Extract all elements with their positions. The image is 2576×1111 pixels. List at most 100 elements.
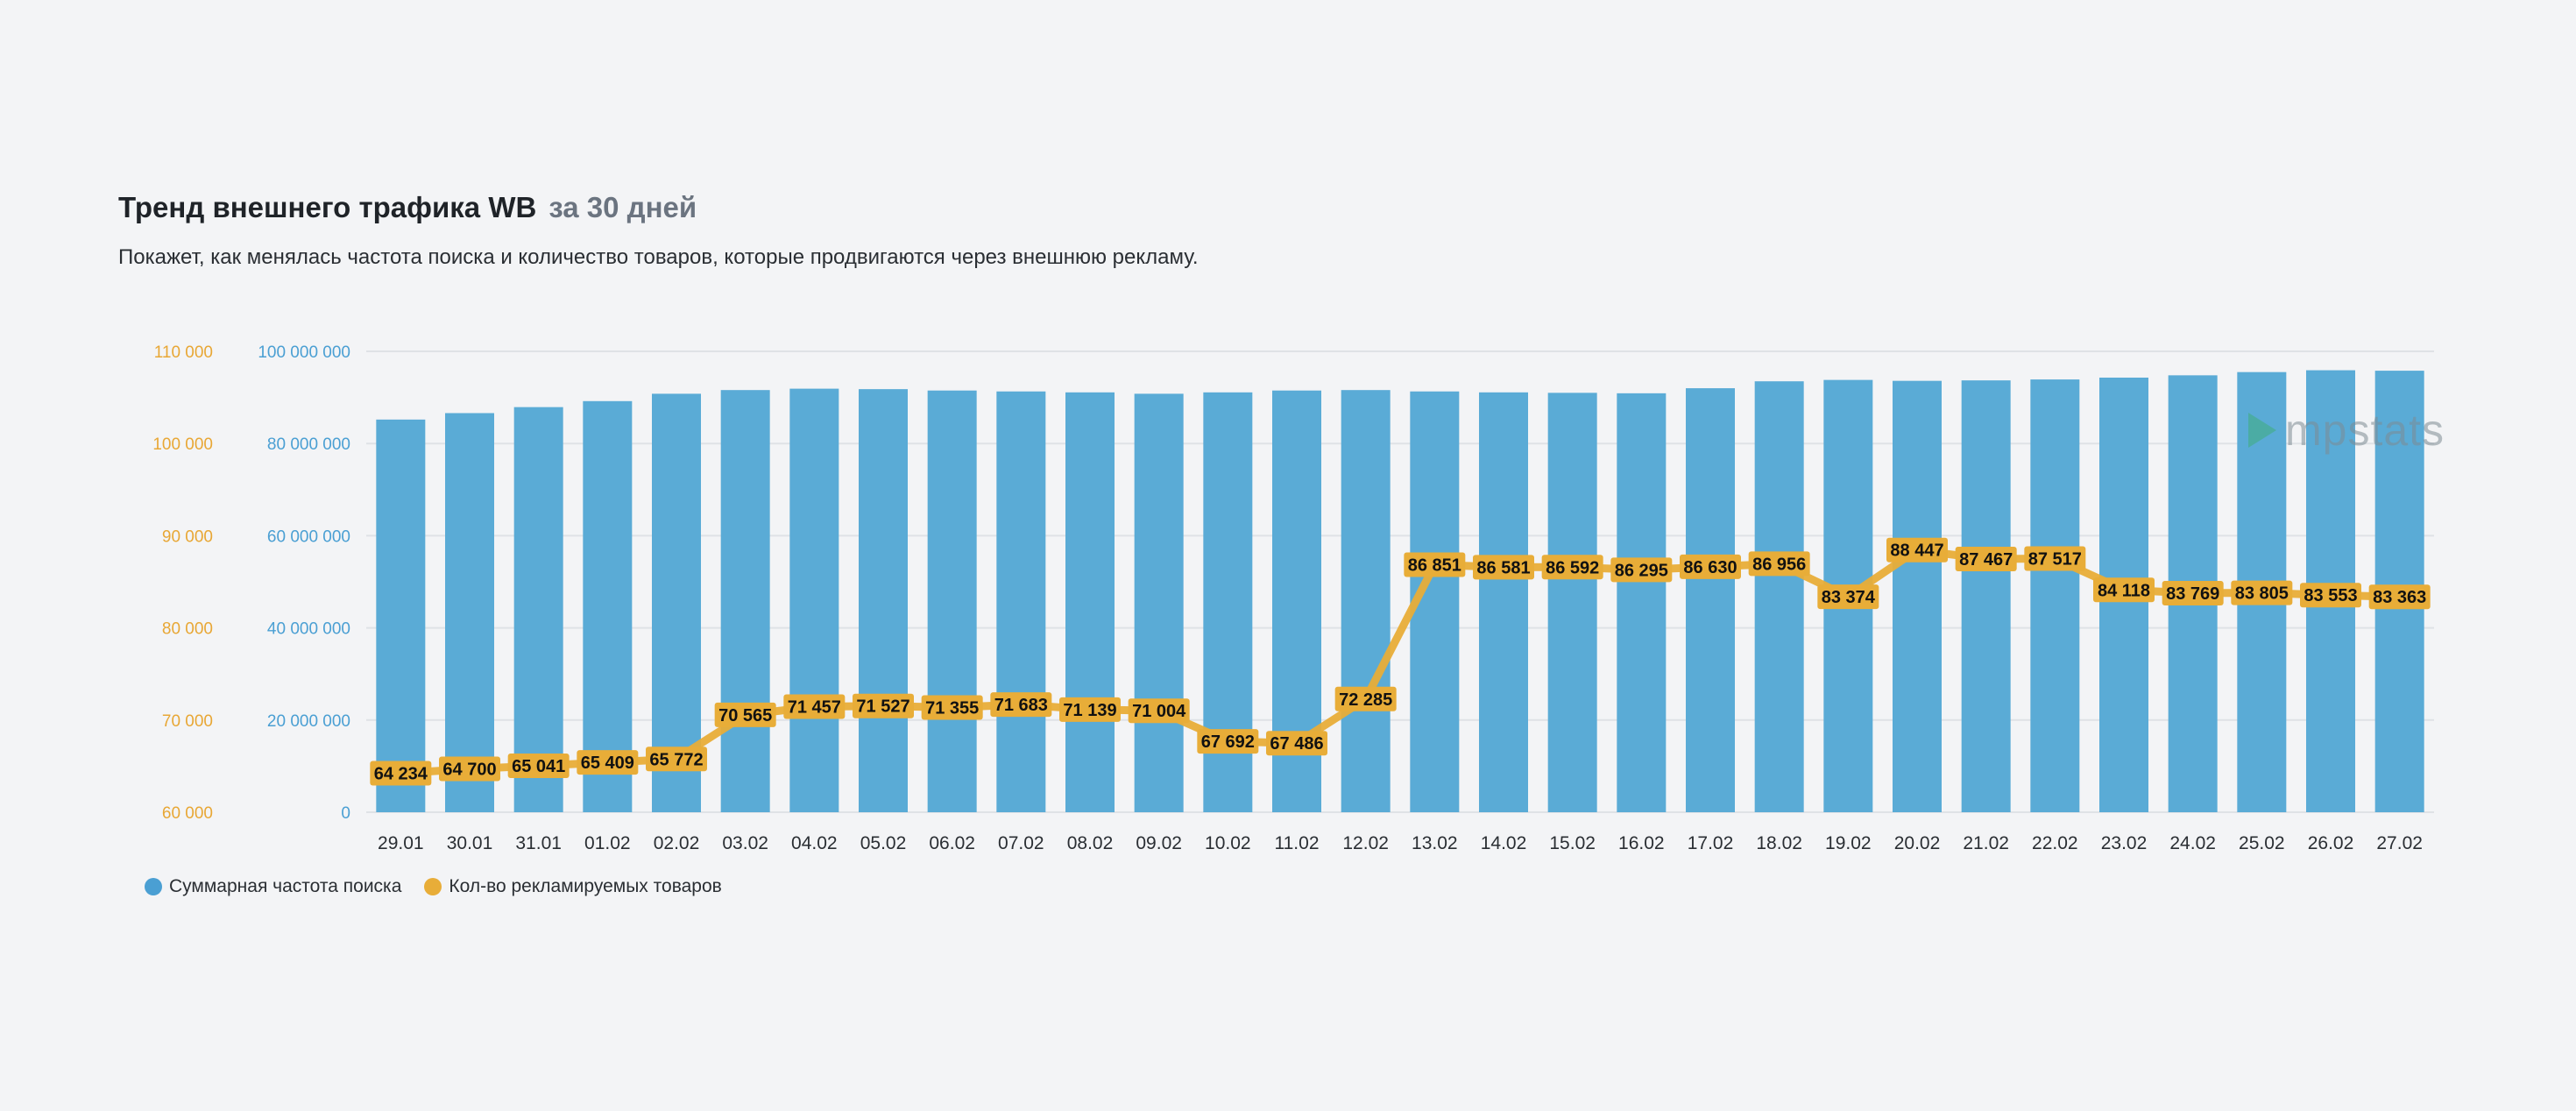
watermark-text: mpstats	[2285, 406, 2445, 455]
data-label-bg	[2368, 584, 2431, 610]
data-label: 86 956	[1752, 555, 1806, 574]
data-label: 67 692	[1201, 732, 1255, 752]
x-tick-label: 11.02	[1275, 833, 1320, 853]
data-label: 83 553	[2304, 586, 2357, 605]
bar	[927, 390, 977, 812]
x-tick-label: 07.02	[998, 833, 1044, 853]
x-tick-label: 14.02	[1481, 833, 1527, 853]
data-label: 87 467	[1959, 550, 2013, 570]
bar	[720, 390, 770, 812]
x-tick-label: 03.02	[722, 833, 768, 853]
x-tick-label: 09.02	[1136, 833, 1182, 853]
bar	[1686, 388, 1735, 812]
bar	[652, 393, 701, 812]
data-label-bg	[1334, 686, 1397, 711]
bar	[1961, 380, 2011, 812]
x-tick-label: 24.02	[2169, 833, 2216, 853]
data-label: 86 592	[1546, 558, 1599, 577]
bar	[2030, 379, 2080, 812]
legend-label: Кол-во рекламируемых товаров	[449, 876, 722, 896]
chart-legend: Суммарная частота поиска Кол-во рекламир…	[145, 876, 722, 897]
chart-header: Тренд внешнего трафика WB за 30 дней	[118, 191, 697, 224]
x-tick-label: 30.01	[447, 833, 493, 853]
data-label: 71 527	[856, 697, 909, 717]
period-label[interactable]: за 30 дней	[548, 191, 697, 223]
bar	[1547, 393, 1597, 812]
legend-dot-blue	[145, 878, 162, 895]
data-label: 65 772	[649, 750, 703, 769]
left-axis-tick-label: 70 000	[162, 712, 213, 731]
legend-item-search-frequency[interactable]: Суммарная частота поиска	[145, 876, 401, 897]
title-row: Тренд внешнего трафика WB за 30 дней	[118, 191, 697, 224]
data-label: 71 683	[994, 696, 1048, 715]
chart-subtitle: Покажет, как менялась частота поиска и к…	[118, 245, 1199, 269]
bar	[996, 391, 1046, 812]
data-label-bg	[2024, 546, 2086, 571]
x-tick-label: 31.01	[515, 833, 562, 853]
x-tick-label: 25.02	[2239, 833, 2285, 853]
bar	[1754, 381, 1804, 812]
data-label: 71 004	[1132, 702, 1186, 721]
bar	[583, 400, 633, 812]
data-label: 64 234	[374, 764, 428, 783]
x-tick-label: 04.02	[791, 833, 838, 853]
x-tick-label: 21.02	[1963, 833, 2009, 853]
bar	[1134, 393, 1184, 812]
data-label-bg	[646, 747, 707, 772]
x-tick-label: 06.02	[929, 833, 975, 853]
chart-title: Тренд внешнего трафика WB	[118, 191, 537, 223]
x-tick-label: 23.02	[2101, 833, 2148, 853]
data-label-bg	[2093, 577, 2155, 603]
data-label: 70 565	[718, 706, 772, 725]
data-label-bg	[439, 756, 500, 782]
data-label-bg	[370, 761, 432, 786]
data-label: 83 374	[1822, 588, 1876, 607]
right-axis-tick-label: 100 000 000	[258, 343, 350, 362]
x-tick-label: 08.02	[1067, 833, 1114, 853]
data-label-bg	[1680, 554, 1741, 579]
bar	[445, 413, 494, 812]
right-axis-tick-label: 0	[341, 804, 350, 823]
x-tick-label: 01.02	[584, 833, 631, 853]
x-tick-label: 17.02	[1688, 833, 1734, 853]
data-label-bg	[1473, 555, 1534, 580]
data-label: 88 447	[1890, 541, 1943, 561]
legend-item-advertised-products[interactable]: Кол-во рекламируемых товаров	[424, 876, 722, 897]
data-label: 64 700	[442, 761, 496, 780]
data-label: 84 118	[2098, 581, 2150, 600]
data-label: 65 041	[512, 757, 565, 776]
x-tick-label: 26.02	[2308, 833, 2354, 853]
x-tick-label: 19.02	[1825, 833, 1872, 853]
bar	[1341, 390, 1391, 812]
x-tick-label: 22.02	[2032, 833, 2078, 853]
bar	[859, 389, 908, 812]
data-label: 86 630	[1683, 558, 1737, 577]
data-label-bg	[1404, 552, 1466, 577]
data-label-bg	[507, 753, 570, 778]
right-axis-tick-label: 20 000 000	[267, 712, 350, 731]
x-tick-label: 02.02	[654, 833, 700, 853]
data-label: 71 355	[925, 699, 979, 718]
bar	[1617, 393, 1667, 812]
data-label: 71 457	[788, 697, 841, 717]
x-tick-label: 27.02	[2376, 833, 2423, 853]
data-label-bg	[1128, 698, 1190, 724]
left-axis-tick-label: 100 000	[152, 435, 213, 454]
data-label-bg	[990, 692, 1052, 718]
data-label-bg	[853, 693, 914, 718]
left-axis-tick-label: 60 000	[162, 804, 213, 823]
right-axis-tick-label: 40 000 000	[267, 620, 350, 639]
x-tick-label: 20.02	[1894, 833, 1941, 853]
data-label-bg	[1266, 731, 1327, 756]
left-axis-tick-label: 80 000	[162, 620, 213, 639]
x-tick-label: 05.02	[860, 833, 907, 853]
bar	[789, 388, 839, 812]
data-label: 72 285	[1339, 690, 1392, 710]
bar	[1893, 380, 1942, 812]
data-label: 86 851	[1408, 556, 1461, 576]
data-label-bg	[714, 702, 776, 727]
data-label: 86 295	[1615, 561, 1668, 580]
data-label: 86 581	[1476, 558, 1530, 577]
data-label: 83 769	[2166, 584, 2219, 604]
